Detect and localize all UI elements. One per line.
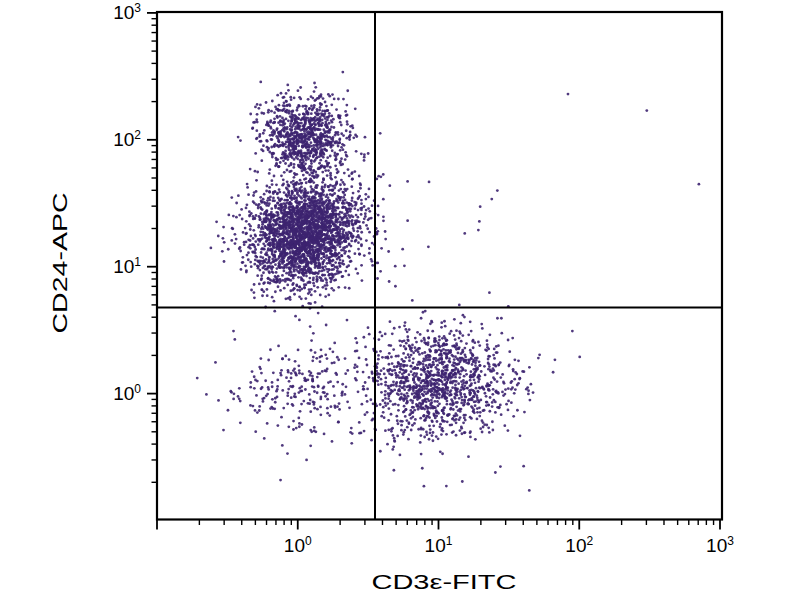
svg-text:CD3ε-FITC: CD3ε-FITC [372,571,517,593]
svg-text:CD24-APC: CD24-APC [49,193,71,334]
